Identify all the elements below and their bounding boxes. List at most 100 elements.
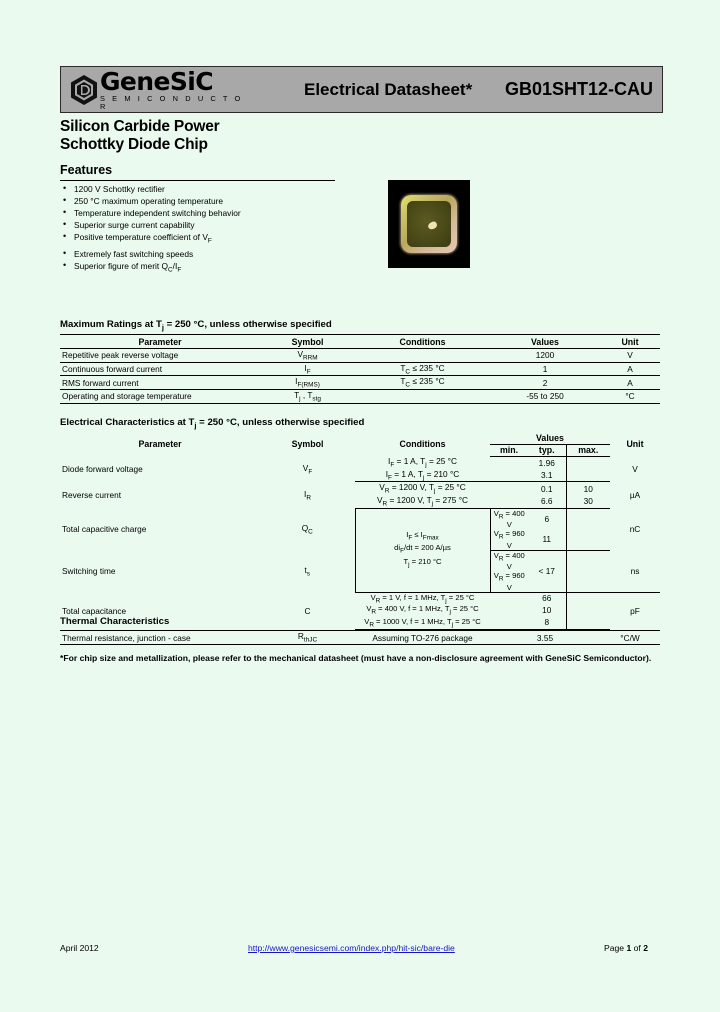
cell-merged-condition: IF ≤ IFmax diF/dt = 200 A/µs Tj = 210 °C <box>354 508 491 593</box>
cell-symbol: IF(RMS) <box>260 375 355 390</box>
cell-max <box>566 616 610 630</box>
table-row: VR = 1200 V, Tj = 275 °C 6.6 30 <box>60 494 660 509</box>
table-row: Continuous forward current IF TC ≤ 235 °… <box>60 362 660 377</box>
cell-conditions: VR = 1 V, f = 1 MHz, Tj = 25 °C <box>370 592 475 605</box>
cell-unit: nC <box>629 524 641 535</box>
cell-values: 3.55 <box>490 630 600 645</box>
die-active-area <box>407 201 451 247</box>
col-values-group: Values <box>490 432 610 445</box>
die-metallization-frame <box>401 195 457 253</box>
cell-max <box>566 456 610 469</box>
feature-text: 1200 V Schottky rectifier <box>74 184 165 194</box>
col-typ: typ. <box>528 444 567 457</box>
col-min: min. <box>490 444 528 457</box>
table-row: Total capacitance C VR = 1 V, f = 1 MHz,… <box>60 592 660 616</box>
features-heading: Features <box>60 163 113 177</box>
table-row: Diode forward voltage VF IF = 1 A, Tj = … <box>60 456 660 475</box>
table-row: VR = 960 V 11 <box>60 529 660 551</box>
footer-link[interactable]: http://www.genesicsemi.com/index.php/hit… <box>248 943 455 953</box>
cell-conditions: TC ≤ 235 °C <box>355 362 490 377</box>
cell-typ: 6.6 <box>528 494 567 509</box>
table-row: IF = 1 A, Tj = 210 °C 3.1 <box>60 468 660 483</box>
cell-parameter: RMS forward current <box>60 375 260 390</box>
cell-parameter: Repetitive peak reverse voltage <box>60 348 260 363</box>
cell-min <box>490 494 528 509</box>
electrical-title: Electrical Characteristics at Tj = 250 °… <box>60 417 365 430</box>
col-unit: Unit <box>600 334 660 349</box>
cell-conditions: VR = 1200 V, Tj = 25 °C <box>379 482 466 495</box>
col-unit: Unit <box>626 439 644 449</box>
cell-subcondition: VR = 960 V <box>490 529 528 551</box>
cell-max <box>566 468 610 483</box>
cell-typ: 66 <box>528 592 567 605</box>
hex-logo-icon <box>71 74 97 105</box>
header-bar: GeneSiC S E M I C O N D U C T O R Electr… <box>60 66 663 113</box>
part-number: GB01SHT12-CAU <box>505 79 654 99</box>
cell-values: 1200 <box>490 348 600 363</box>
page-mid: of <box>631 943 644 953</box>
features-divider <box>60 180 335 181</box>
list-item: 250 °C maximum operating temperature <box>60 194 241 207</box>
cell-conditions: Assuming TO-276 package <box>355 630 490 645</box>
col-conditions: Conditions <box>399 439 446 449</box>
col-parameter: Parameter <box>60 334 260 349</box>
cell-conditions: TC ≤ 235 °C <box>355 375 490 390</box>
cell-parameter: Total capacitive charge <box>62 524 147 535</box>
cell-min <box>490 604 528 616</box>
cell-max: 30 <box>566 494 610 509</box>
page-total: 2 <box>643 943 648 953</box>
cell-unit: °C/W <box>600 630 660 645</box>
max-ratings-title: Maximum Ratings at Tj = 250 °C, unless o… <box>60 319 332 332</box>
cell-values: 1 <box>490 362 600 377</box>
cell-unit: V <box>600 348 660 363</box>
cell-symbol: Tj , Tstg <box>260 389 355 404</box>
logo-wordmark: GeneSiC <box>100 67 214 97</box>
table-row: Repetitive peak reverse voltage VRRM 120… <box>60 348 660 363</box>
cell-max <box>566 592 610 604</box>
cell-min <box>490 456 528 469</box>
cell-subcondition: VR = 960 V <box>490 571 528 593</box>
cell-conditions <box>355 389 490 404</box>
page-title: Silicon Carbide Power Schottky Diode Chi… <box>60 118 220 154</box>
table-row: VR = 1000 V, f = 1 MHz, Tj = 25 °C 8 <box>60 616 660 630</box>
cell-subcondition: VR = 400 V <box>493 550 525 572</box>
table-row: Thermal resistance, junction - case RthJ… <box>60 630 660 645</box>
cell-max <box>566 529 610 551</box>
cell-max <box>566 604 610 616</box>
col-values: Values <box>490 334 600 349</box>
cell-conditions <box>355 348 490 363</box>
cell-parameter: Switching time <box>62 566 116 577</box>
table-row: VR = 400 V, f = 1 MHz, Tj = 25 °C 10 <box>60 604 660 617</box>
cell-unit: °C <box>600 389 660 404</box>
cell-symbol: IR <box>304 488 311 502</box>
table-row: Switching time ts VR = 400 V < 17 ns <box>60 550 660 593</box>
col-parameter: Parameter <box>138 439 182 449</box>
list-item: Temperature independent switching behavi… <box>60 206 241 219</box>
page-current: 1 <box>626 943 632 953</box>
cell-unit: V <box>632 463 638 474</box>
cell-typ: 11 <box>528 529 567 551</box>
cell-parameter: Total capacitance <box>62 605 127 616</box>
cell-min <box>490 482 528 495</box>
electrical-table: Parameter Symbol Conditions Values Unit … <box>60 432 660 630</box>
table-row: VR = 960 V <box>60 571 660 593</box>
table-header-row: Parameter Symbol Conditions Values Unit <box>60 334 660 349</box>
cell-conditions: VR = 400 V, f = 1 MHz, Tj = 25 °C <box>366 604 479 616</box>
cell-typ: 0.1 <box>528 481 567 495</box>
feature-text: 250 °C maximum operating temperature <box>74 196 224 207</box>
table-header-sub-row: min. typ. max. <box>60 444 660 457</box>
feature-text: Superior surge current capability <box>74 220 195 231</box>
cell-min <box>490 468 528 483</box>
cell-conditions: IF = 1 A, Tj = 210 °C <box>355 468 490 483</box>
cell-symbol: RthJC <box>260 630 355 645</box>
table-row: Total capacitive charge QC IF ≤ IFmax di… <box>60 508 660 593</box>
col-conditions: Conditions <box>355 334 490 349</box>
die-bond-mark <box>426 220 438 231</box>
cell-typ: 6 <box>528 508 567 530</box>
table-row: Reverse current IR VR = 1200 V, Tj = 25 … <box>60 481 660 501</box>
die-photograph <box>388 180 470 268</box>
list-item: Positive temperature coefficient of VF <box>60 230 241 248</box>
col-symbol: Symbol <box>260 334 355 349</box>
cell-max <box>566 550 610 593</box>
